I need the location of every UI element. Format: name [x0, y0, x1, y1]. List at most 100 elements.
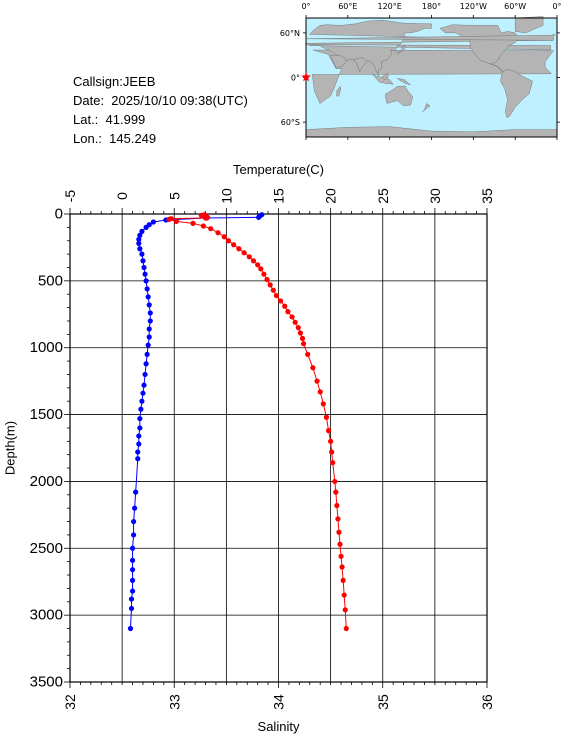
- chart-axes: -5 0 5 10 15 20 25 30 35 Temperature(C) 32 33 34 35 36…: [3, 162, 496, 734]
- top-axis-tick-label: 30: [427, 188, 443, 204]
- salinity-point: [305, 351, 311, 357]
- temperature-point: [133, 489, 139, 495]
- bottom-axis-tick-label: 32: [62, 694, 78, 710]
- temperature-point: [129, 557, 136, 563]
- temperature-point: [143, 361, 149, 367]
- salinity-point: [334, 502, 340, 509]
- salinity-point: [198, 212, 204, 218]
- bottom-axis-tick-label: 34: [271, 694, 287, 710]
- top-axis-title: Temperature(C): [233, 162, 324, 177]
- temperature-point: [143, 224, 149, 230]
- chart-series: [127, 212, 349, 632]
- y-axis-tick-label: 1000: [30, 339, 63, 356]
- temperature-point: [135, 456, 141, 462]
- temperature-point: [139, 251, 145, 257]
- temperature-point: [144, 286, 150, 292]
- temperature-point: [141, 382, 147, 388]
- salinity-point: [289, 314, 295, 320]
- salinity-point: [330, 460, 336, 466]
- salinity-point: [341, 592, 347, 598]
- salinity-point: [267, 282, 273, 288]
- y-axis-tick-label: 0: [55, 206, 63, 223]
- salinity-point: [231, 242, 237, 248]
- temperature-point: [256, 214, 262, 220]
- salinity-point: [273, 292, 280, 299]
- temperature-point: [130, 532, 137, 538]
- temperature-point: [139, 228, 145, 234]
- salinity-point: [339, 564, 345, 570]
- salinity-point: [337, 541, 343, 547]
- y-axis-title: Depth(m): [3, 421, 18, 475]
- y-axis-tick-label: 2500: [30, 540, 63, 557]
- temperature-point: [146, 326, 152, 332]
- temperature-point: [140, 390, 146, 396]
- salinity-point: [295, 325, 301, 331]
- temperature-point: [147, 310, 153, 316]
- temperature-point: [132, 505, 138, 511]
- temperature-point: [140, 258, 146, 264]
- salinity-point: [250, 258, 257, 264]
- bottom-axis-tick-label: 35: [375, 694, 391, 710]
- salinity-point: [200, 223, 207, 229]
- salinity-point: [173, 218, 179, 224]
- salinity-point: [333, 489, 339, 495]
- temperature-point: [128, 605, 135, 612]
- salinity-point: [277, 298, 284, 304]
- top-axis-tick-label: 35: [479, 188, 495, 204]
- salinity-point: [270, 287, 276, 293]
- salinity-point: [332, 478, 338, 485]
- temperature-point: [142, 271, 148, 277]
- bottom-axis-tick-label: 36: [479, 694, 495, 710]
- temperature-point: [137, 246, 143, 252]
- salinity-point: [320, 401, 326, 407]
- salinity-point: [328, 438, 334, 444]
- salinity-point: [325, 428, 332, 434]
- date-text: Date: 2025/10/10 09:38(UTC): [73, 93, 248, 108]
- salinity-point: [236, 246, 242, 252]
- temperature-point: [129, 545, 136, 551]
- temperature-point: [146, 302, 152, 308]
- salinity-point: [300, 341, 307, 347]
- salinity-point: [329, 449, 335, 455]
- temperature-point: [130, 518, 137, 525]
- y-axis-tick-label: 2000: [30, 473, 63, 490]
- salinity-point: [258, 266, 264, 272]
- salinity-point: [317, 389, 323, 395]
- bottom-axis-tick-label: 33: [166, 694, 182, 710]
- temperature-point: [128, 596, 135, 602]
- temperature-point: [127, 625, 134, 632]
- y-axis-tick-label: 3000: [30, 607, 63, 624]
- callsign-text: Callsign:JEEB: [73, 74, 156, 89]
- salinity-point: [285, 309, 291, 315]
- temperature-point: [146, 334, 152, 340]
- salinity-point: [292, 319, 298, 325]
- salinity-point: [264, 276, 270, 283]
- salinity-point: [340, 577, 346, 583]
- station-info: Callsign:JEEB Date: 2025/10/10 09:38(UTC…: [73, 72, 248, 148]
- temperature-point: [143, 278, 149, 284]
- top-axis-tick-label: -5: [62, 190, 78, 203]
- top-axis-tick-label: 15: [271, 188, 287, 204]
- temperature-point: [137, 415, 143, 422]
- temperature-point: [129, 567, 136, 573]
- temperature-point: [142, 371, 148, 378]
- salinity-point: [208, 226, 214, 232]
- temperature-point: [145, 342, 151, 348]
- temperature-point: [129, 577, 136, 583]
- salinity-point: [343, 625, 349, 632]
- chart-grid: [69, 213, 488, 683]
- salinity-point: [282, 303, 288, 309]
- top-axis-tick-label: 25: [375, 188, 391, 204]
- temperature-point: [136, 240, 142, 247]
- y-axis-tick-label: 500: [38, 272, 63, 289]
- salinity-point: [338, 553, 344, 559]
- bottom-axis-title: Salinity: [258, 719, 300, 734]
- temperature-point: [136, 433, 142, 439]
- y-axis-tick-label: 1500: [30, 406, 63, 423]
- top-axis-tick-label: 5: [166, 192, 182, 200]
- salinity-point: [261, 271, 267, 277]
- temperature-point: [139, 398, 145, 404]
- top-axis-tick-label: 10: [218, 188, 234, 204]
- temperature-point: [144, 351, 150, 357]
- top-axis-tick-label: 0: [114, 192, 130, 200]
